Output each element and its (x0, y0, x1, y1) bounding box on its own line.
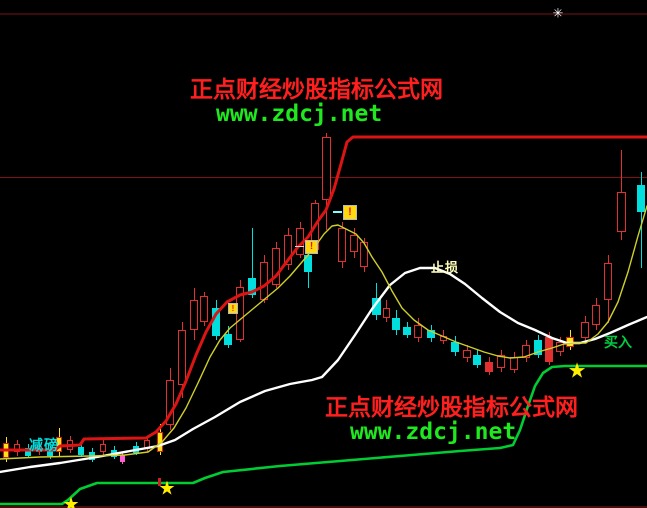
candle-wick (252, 228, 253, 298)
candle (534, 340, 542, 355)
candle (637, 185, 645, 212)
candle (178, 330, 186, 385)
candle (322, 137, 331, 200)
gridline (0, 13, 647, 15)
candle (451, 342, 459, 352)
candle (427, 330, 435, 338)
candle (414, 325, 422, 338)
candle (581, 322, 589, 338)
candle (473, 355, 481, 365)
candle (190, 300, 198, 330)
candle (617, 192, 626, 232)
marker-pointer-dash (333, 211, 342, 213)
watermark-site-name: 正点财经炒股指标公式网 (325, 394, 578, 420)
watermark-site-name: 正点财经炒股指标公式网 (190, 76, 443, 102)
yellow-star-icon: ★ (62, 494, 80, 508)
candle (383, 308, 390, 318)
candle (592, 305, 600, 325)
yellow-ma-line (0, 205, 647, 460)
red-tick-icon (158, 478, 161, 486)
watermark-site-url: www.zdcj.net (350, 419, 517, 445)
green-support-line (0, 364, 647, 506)
candle (403, 327, 411, 335)
label-reduce-position: 减磅 (29, 437, 59, 453)
yellow-star-icon: ★ (158, 478, 176, 500)
candle (604, 263, 612, 300)
white-ma-line (0, 266, 647, 474)
candle (166, 380, 174, 425)
candle (100, 444, 106, 452)
white-star-icon: ✳ (552, 5, 564, 21)
candle (485, 362, 493, 372)
candle (224, 334, 232, 345)
candle (272, 248, 280, 285)
watermark-site-url: www.zdcj.net (216, 101, 383, 127)
candle (522, 345, 530, 358)
candle-wick (641, 172, 642, 268)
watermark-top: 正点财经炒股指标公式网 www.zdcj.net (190, 76, 443, 126)
candle (200, 296, 208, 322)
candle (78, 447, 84, 455)
marker-pointer-dash (295, 246, 304, 247)
sell-warning-marker-icon: ! (343, 205, 357, 220)
red-trend-line (0, 135, 647, 452)
candle (497, 355, 505, 368)
label-stop-loss: 止损 (431, 260, 460, 275)
candle (463, 350, 471, 358)
candle (284, 235, 292, 265)
candle (392, 318, 400, 330)
candle (350, 235, 358, 252)
watermark-bottom: 正点财经炒股指标公式网 www.zdcj.net (325, 394, 578, 444)
label-buy-signal: 买入 (604, 334, 632, 350)
mini-signal-marker-icon: ! (228, 303, 238, 314)
yellow-star-icon: ★ (567, 359, 587, 383)
sell-warning-marker-icon: ! (305, 240, 318, 254)
candle (338, 228, 346, 262)
candle (248, 278, 256, 295)
gridline (0, 506, 647, 508)
